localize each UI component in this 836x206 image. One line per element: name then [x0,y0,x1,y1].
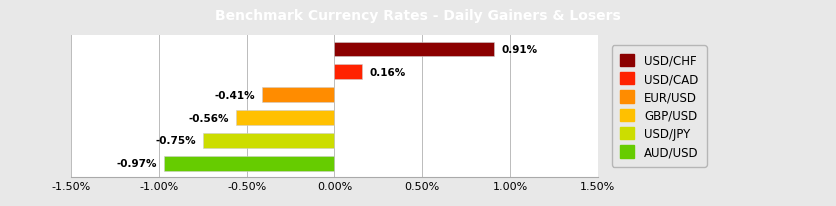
Bar [164,156,334,171]
Text: Benchmark Currency Rates - Daily Gainers & Losers: Benchmark Currency Rates - Daily Gainers… [215,9,621,23]
Text: -0.41%: -0.41% [215,90,256,100]
Text: 0.91%: 0.91% [502,45,538,55]
Text: 0.16%: 0.16% [370,68,405,77]
Bar [263,88,334,103]
Text: -0.56%: -0.56% [189,113,229,123]
Bar [334,42,494,57]
Legend: USD/CHF, USD/CAD, EUR/USD, GBP/USD, USD/JPY, AUD/USD: USD/CHF, USD/CAD, EUR/USD, GBP/USD, USD/… [612,46,706,167]
Text: -0.75%: -0.75% [155,136,196,146]
Text: -0.97%: -0.97% [116,159,157,169]
Bar [334,65,363,80]
Bar [236,111,334,125]
Bar [203,133,334,148]
